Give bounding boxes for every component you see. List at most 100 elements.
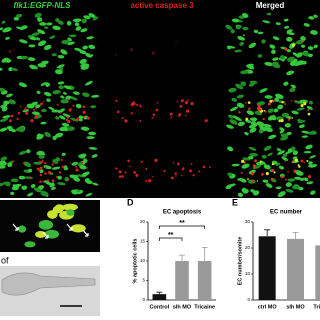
green-nucleus xyxy=(253,29,259,34)
green-nucleus xyxy=(286,29,293,33)
green-nucleus xyxy=(88,44,96,50)
caspase-spot xyxy=(66,119,71,124)
caspase-spot xyxy=(44,172,47,175)
caspase-spot xyxy=(241,159,245,164)
green-nucleus xyxy=(284,25,290,29)
green-nucleus xyxy=(236,94,244,99)
caspase-spot xyxy=(65,118,68,121)
green-nucleus xyxy=(266,12,272,16)
green-nucleus xyxy=(88,13,96,18)
column-title: active caspase 3 xyxy=(130,1,194,10)
green-nucleus xyxy=(308,53,313,58)
caspase-spot xyxy=(41,102,44,105)
caspase-spot xyxy=(243,34,245,36)
caspase-spot xyxy=(39,180,42,184)
green-nucleus xyxy=(0,165,6,169)
micro-panel xyxy=(105,80,218,141)
caspase-spot xyxy=(307,109,310,111)
y-tick-label: 0 xyxy=(142,297,145,302)
green-nucleus xyxy=(3,102,8,107)
caspase-spot xyxy=(130,112,133,115)
caspase-spot xyxy=(115,99,118,102)
green-nucleus xyxy=(85,180,93,185)
green-nucleus xyxy=(79,165,87,170)
green-nucleus xyxy=(79,58,87,64)
caspase-spot xyxy=(69,162,72,164)
green-nucleus xyxy=(85,192,93,197)
green-nucleus xyxy=(243,14,249,18)
green-nucleus xyxy=(265,183,273,188)
green-nucleus xyxy=(29,64,37,70)
caspase-spot xyxy=(72,119,75,122)
green-nucleus xyxy=(40,121,47,125)
micro-panel xyxy=(105,145,218,197)
chart-title: EC apoptosis xyxy=(163,210,202,216)
caspase-spot xyxy=(190,163,193,165)
error-bar xyxy=(179,254,185,261)
caspase-spot xyxy=(25,106,27,109)
green-nucleus xyxy=(30,36,37,41)
green-nucleus xyxy=(80,63,90,69)
caspase-spot xyxy=(287,171,289,173)
green-nucleus xyxy=(75,103,82,109)
caspase-spot xyxy=(209,166,211,169)
caspase-spot xyxy=(238,111,241,114)
green-nucleus xyxy=(11,186,19,191)
y-axis-label: EC number/somite xyxy=(237,237,243,286)
green-nucleus xyxy=(80,28,88,33)
green-nucleus xyxy=(43,91,52,97)
green-nucleus xyxy=(52,166,61,170)
green-nucleus xyxy=(57,20,64,25)
caspase-spot xyxy=(38,160,42,163)
caspase-spot xyxy=(254,159,257,163)
bar xyxy=(197,261,212,300)
caspase-spot xyxy=(151,116,154,119)
error-bar xyxy=(292,232,299,239)
green-nucleus xyxy=(273,108,279,113)
y-tick-label: 15 xyxy=(140,239,146,244)
caspase-spot xyxy=(116,110,120,114)
caspase-spot xyxy=(44,161,47,165)
green-nucleus xyxy=(37,17,43,22)
green-nucleus xyxy=(279,127,285,132)
green-nucleus xyxy=(231,97,238,102)
caspase-spot xyxy=(34,114,38,119)
green-nucleus xyxy=(264,95,273,99)
green-nucleus xyxy=(244,131,249,136)
green-nucleus xyxy=(26,149,31,154)
caspase-spot xyxy=(42,180,45,183)
caspase-spot xyxy=(163,169,166,173)
green-nucleus xyxy=(290,146,296,151)
caspase-spot xyxy=(175,175,177,177)
caspase-spot xyxy=(29,176,32,179)
green-nucleus xyxy=(274,97,280,102)
caspase-spot xyxy=(174,172,177,175)
caspase-spot xyxy=(24,108,27,111)
caspase-spot xyxy=(176,162,180,166)
caspase-spot xyxy=(272,169,275,171)
inset-label: of xyxy=(1,255,9,265)
x-tick-label: ctrl MO xyxy=(258,304,278,310)
caspase-spot xyxy=(33,108,36,111)
green-nucleus xyxy=(271,49,276,55)
green-nucleus xyxy=(257,54,263,58)
green-nucleus xyxy=(235,25,242,30)
caspase-spot xyxy=(66,116,69,119)
green-nucleus xyxy=(83,15,91,19)
green-nucleus xyxy=(295,39,304,45)
caspase-spot xyxy=(181,168,184,171)
x-tick-label: slh MO xyxy=(286,304,305,310)
caspase-spot xyxy=(248,107,251,110)
caspase-spot xyxy=(140,105,142,108)
green-nucleus xyxy=(67,41,75,46)
green-nucleus xyxy=(309,164,318,168)
caspase-spot xyxy=(300,159,304,163)
caspase-spot xyxy=(151,51,155,55)
caspase-spot xyxy=(82,110,86,115)
green-nucleus xyxy=(250,122,258,129)
caspase-spot xyxy=(75,168,79,172)
green-nucleus xyxy=(16,55,23,59)
caspase-spot xyxy=(198,170,201,173)
green-nucleus xyxy=(0,87,6,92)
